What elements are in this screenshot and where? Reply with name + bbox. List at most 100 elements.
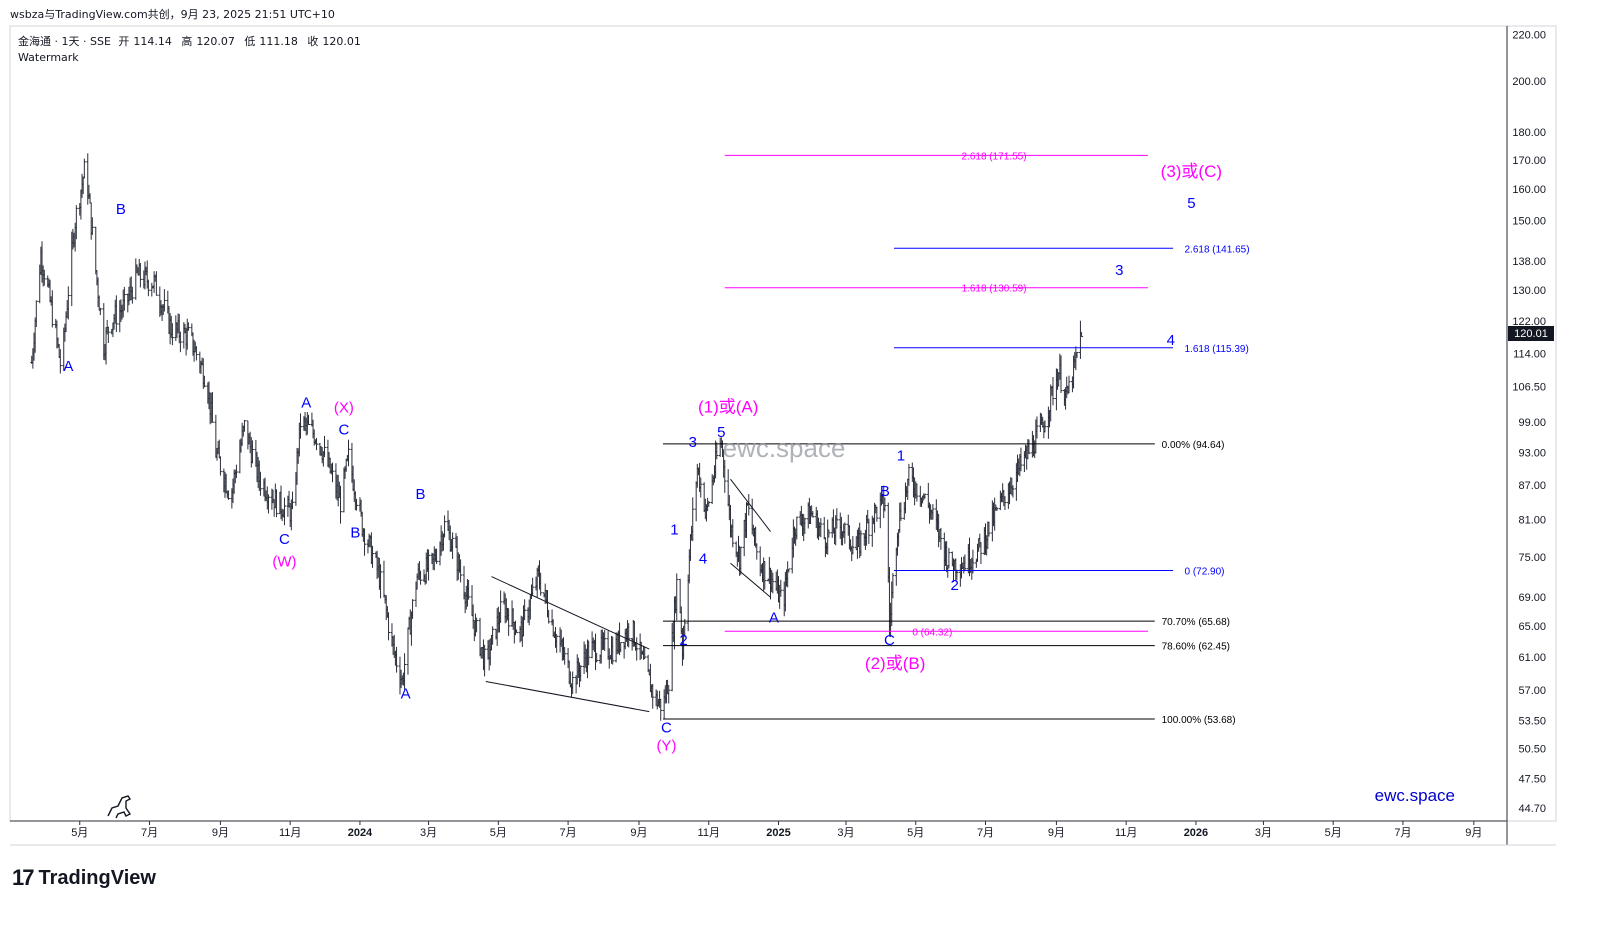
wave-label[interactable]: 5 xyxy=(717,424,725,441)
wave-label[interactable]: C xyxy=(279,531,290,548)
ohlc-bar xyxy=(927,502,931,524)
ohlc-bar xyxy=(352,479,356,502)
ohlc-bar xyxy=(651,683,655,709)
ohlc-bar xyxy=(696,467,700,476)
ohlc-bar xyxy=(951,558,955,582)
ohlc-bar xyxy=(833,527,837,545)
ohlc-bar xyxy=(449,538,453,552)
wave-label[interactable]: B xyxy=(350,525,360,542)
ohlc-bar xyxy=(119,299,123,322)
price-tick-label: 61.00 xyxy=(1518,652,1546,664)
ohlc-bar xyxy=(360,511,364,537)
wave-label[interactable]: 3 xyxy=(1115,262,1123,279)
wave-label[interactable]: 4 xyxy=(699,550,707,567)
time-axis[interactable]: 5月 7月 9月 11月 2024 3月 5月 7月 9月 11月 2025 3月 5月 7月 9月 11月 2… xyxy=(71,821,1482,839)
wave-label[interactable]: A xyxy=(301,395,311,412)
ohlc-bar xyxy=(58,349,62,374)
wave-label[interactable]: (2)或(B) xyxy=(865,654,925,673)
ohlc-bar xyxy=(98,307,102,316)
wave-label[interactable]: (Y) xyxy=(656,738,676,755)
ohlc-bar xyxy=(995,507,999,511)
wave-label[interactable]: A xyxy=(63,358,73,375)
ohlc-bar xyxy=(647,669,651,676)
wave-label[interactable]: (W) xyxy=(272,554,296,571)
trendline[interactable] xyxy=(491,576,650,650)
ohlc-bar xyxy=(207,381,211,410)
ohlc-bar xyxy=(126,293,130,313)
ohlc-bar xyxy=(865,514,869,546)
ohlc-bar xyxy=(431,553,435,570)
tradingview-logo[interactable]: 17 TradingView xyxy=(12,865,156,891)
ohlc-bar xyxy=(658,690,662,708)
time-tick-label: 5月 xyxy=(71,827,88,839)
trendline[interactable] xyxy=(730,562,771,598)
price-axis[interactable]: 220.00 200.00 180.00 170.00 160.00 150.00 138.… xyxy=(1512,30,1546,815)
wave-label[interactable]: 1 xyxy=(670,522,678,539)
ohlc-bar xyxy=(615,632,619,655)
ohlc-bar xyxy=(695,463,699,488)
ohlc-bar xyxy=(279,485,283,520)
wave-label[interactable]: (1)或(A) xyxy=(698,397,758,416)
indicator-name[interactable]: Watermark xyxy=(18,51,79,64)
ohlc-bar xyxy=(566,648,570,669)
ohlc-bar xyxy=(199,360,203,375)
ohlc-bar xyxy=(143,261,147,290)
ohlc-bar xyxy=(802,514,806,542)
wave-label[interactable]: C xyxy=(884,632,895,649)
wave-label[interactable]: 2 xyxy=(950,577,958,594)
ohlc-bar xyxy=(224,473,228,494)
ohlc-bar xyxy=(1051,377,1055,406)
fib-level-label: 78.60% (62.45) xyxy=(1162,642,1230,653)
wave-label[interactable]: B xyxy=(880,483,890,500)
wave-label[interactable]: 3 xyxy=(689,434,697,451)
ohlc-bar xyxy=(897,529,901,547)
ohlc-bar xyxy=(779,579,783,597)
ohlc-bar xyxy=(456,552,460,580)
ohlc-bar xyxy=(41,265,45,287)
dinosaur-icon[interactable] xyxy=(107,795,132,819)
ohlc-bar xyxy=(611,636,615,665)
wave-label[interactable]: C xyxy=(661,720,672,737)
ohlc-bar xyxy=(962,556,966,574)
symbol-name[interactable]: 金海通 · 1天 · SSE xyxy=(18,35,111,48)
trendline[interactable] xyxy=(730,478,771,532)
ohlc-bar xyxy=(249,437,253,468)
wave-label[interactable]: (X) xyxy=(334,399,354,416)
wave-label[interactable]: B xyxy=(116,201,126,218)
ohlc-bar xyxy=(895,532,899,556)
fib-level-label: 100.00% (53.68) xyxy=(1162,715,1236,726)
ohlc-bar xyxy=(554,626,558,648)
ohlc-bar xyxy=(231,478,235,503)
ohlc-bar xyxy=(635,637,639,661)
ohlc-bar xyxy=(105,319,109,335)
ohlc-bar xyxy=(666,679,670,695)
wave-label[interactable]: A xyxy=(401,685,411,702)
ohlc-bar xyxy=(993,497,997,531)
wave-label[interactable]: (3)或(C) xyxy=(1161,162,1222,181)
ohlc-bar xyxy=(967,537,971,577)
ohlc-bar xyxy=(778,584,782,609)
wave-label[interactable]: 1 xyxy=(897,447,905,464)
time-tick-label: 2024 xyxy=(348,827,373,839)
ohlc-bar xyxy=(86,153,90,205)
wave-label[interactable]: 2 xyxy=(679,632,687,649)
trendline[interactable] xyxy=(485,680,650,713)
ohlc-bar xyxy=(1074,346,1078,371)
wave-label[interactable]: A xyxy=(769,609,779,626)
ohlc-bar xyxy=(759,564,763,574)
wave-label[interactable]: 4 xyxy=(1167,332,1175,349)
wave-label[interactable]: B xyxy=(416,486,426,503)
ohlc-bar xyxy=(39,246,43,275)
ohlc-bar xyxy=(718,437,722,457)
ohlc-bar xyxy=(1054,368,1058,411)
ohlc-bar xyxy=(1049,384,1053,422)
wave-label[interactable]: 5 xyxy=(1187,195,1195,212)
price-tick-label: 47.50 xyxy=(1518,773,1546,785)
ohlc-bar xyxy=(978,533,982,548)
ohlc-bar xyxy=(587,640,591,666)
ohlc-bar xyxy=(1041,416,1045,428)
wave-label[interactable]: C xyxy=(339,421,350,438)
ohlc-bar xyxy=(281,509,285,518)
ohlc-bar xyxy=(239,438,243,453)
